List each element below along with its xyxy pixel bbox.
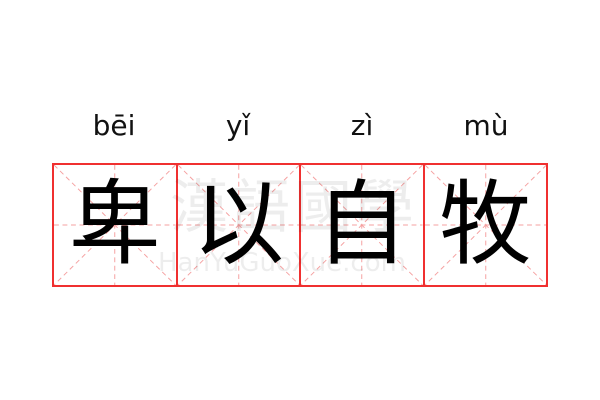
pinyin-3: zì xyxy=(350,109,374,142)
pinyin-4: mù xyxy=(463,109,509,142)
char-cell: 牧 xyxy=(424,165,546,285)
pinyin-2: yǐ xyxy=(225,109,251,142)
character: 卑 xyxy=(68,171,161,278)
char-cell: 自 xyxy=(301,165,425,285)
char-cell: 以 xyxy=(177,165,301,285)
character: 牧 xyxy=(439,171,532,278)
char-cell: 卑 xyxy=(54,165,178,285)
character: 以 xyxy=(192,171,285,278)
pinyin-1: bēi xyxy=(92,109,136,142)
character: 自 xyxy=(315,171,408,278)
tianzige-grid: 卑 以 自 牧 xyxy=(52,163,548,287)
